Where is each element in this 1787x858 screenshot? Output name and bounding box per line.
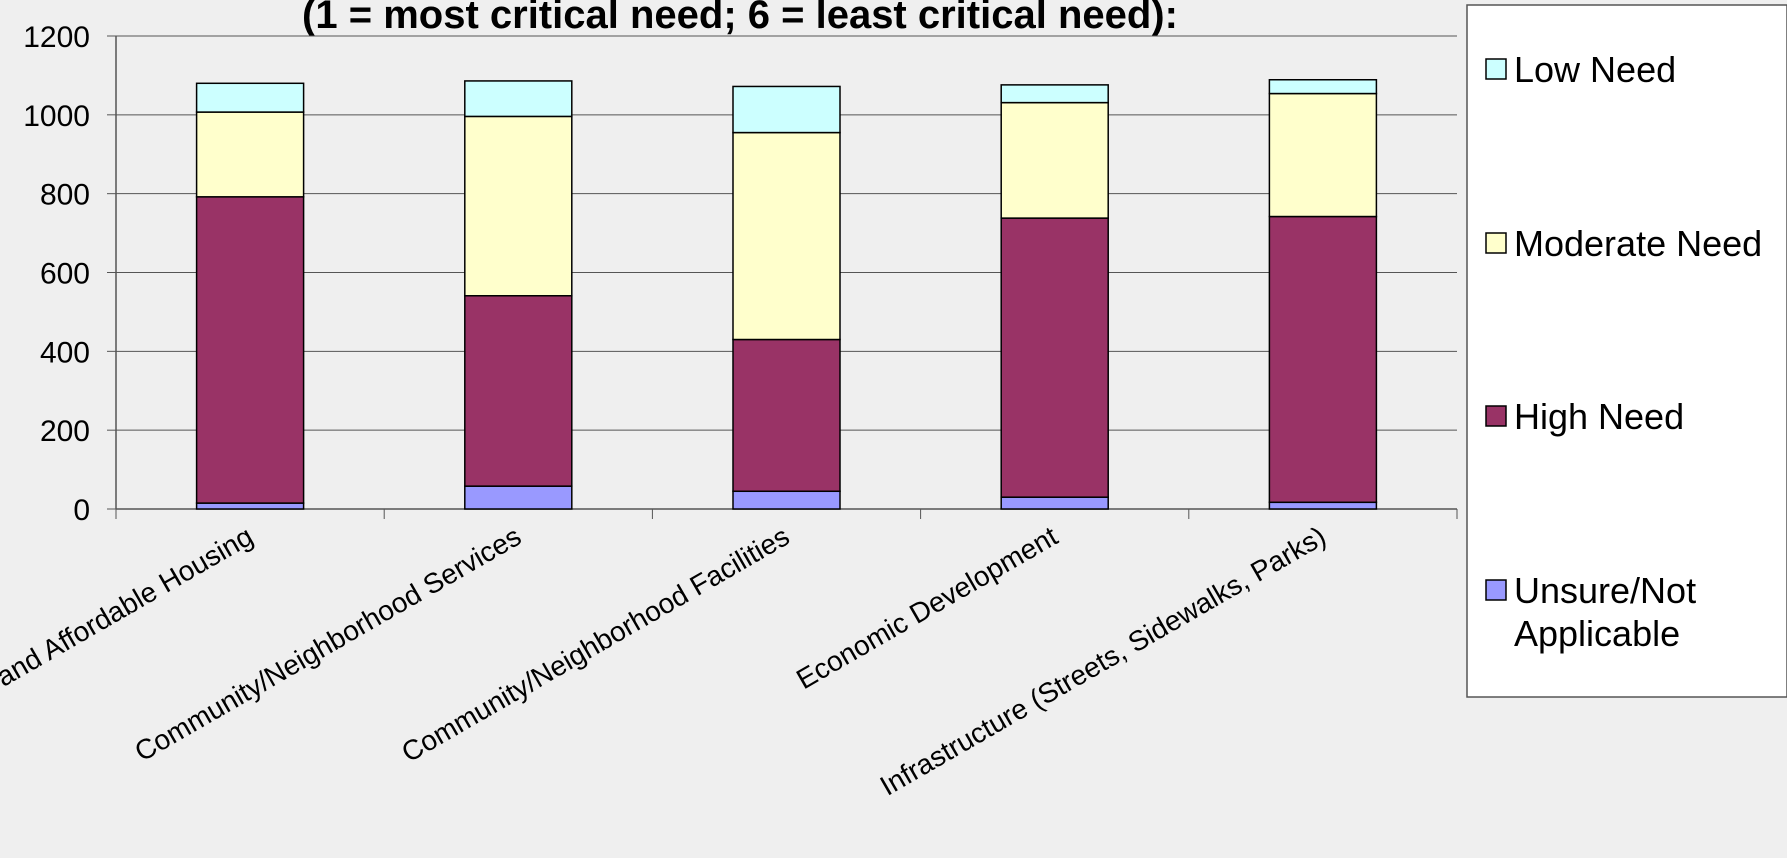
legend: Low Need Moderate Need High Need Unsure/Not…	[1466, 4, 1787, 698]
category-label: Infrastructure (Streets, Sidewalks, Park…	[875, 520, 1331, 801]
legend-label: Moderate Need	[1514, 223, 1762, 264]
y-tick-label: 1000	[23, 100, 90, 133]
category-label: Economic Development	[791, 520, 1063, 695]
bar-segment-1-2	[732, 338, 841, 493]
bar-segment-3-0	[195, 82, 305, 113]
y-tick-label: 1200	[23, 21, 90, 54]
legend-swatch	[1485, 579, 1507, 601]
bar-segment-2-2	[732, 131, 841, 341]
legend-swatch	[1485, 405, 1507, 427]
bar-segment-3-3	[1000, 84, 1109, 104]
legend-swatch	[1485, 232, 1507, 254]
bar-segment-2-4	[1268, 92, 1378, 218]
legend-label: Unsure/Not Applicable	[1514, 570, 1696, 654]
category-label: Owner-Occupied and Affordable Housing	[0, 520, 258, 801]
bar-segment-0-0	[195, 502, 305, 510]
bar-segment-1-4	[1268, 215, 1378, 504]
legend-label: High Need	[1514, 396, 1684, 437]
y-tick-label: 800	[40, 179, 90, 212]
bar-segment-3-2	[732, 85, 841, 134]
bar-segment-0-1	[464, 485, 573, 510]
y-tick-label: 0	[73, 494, 90, 527]
bar-segment-1-3	[1000, 217, 1109, 498]
bar-segment-1-0	[195, 196, 305, 504]
bar-segment-2-3	[1000, 101, 1109, 219]
bar-segment-1-1	[464, 295, 573, 487]
bar-segment-3-1	[464, 80, 573, 118]
bars	[195, 79, 1378, 510]
chart-title: (1 = most critical need; 6 = least criti…	[302, 0, 1178, 37]
bar-segment-0-3	[1000, 496, 1109, 510]
y-tick-label: 400	[40, 336, 90, 369]
bar-segment-3-4	[1268, 79, 1378, 95]
bar-segment-0-4	[1268, 501, 1378, 510]
bar-segment-2-0	[195, 111, 305, 198]
y-tick-label: 200	[40, 415, 90, 448]
bar-segment-2-1	[464, 115, 573, 297]
legend-box	[1466, 4, 1787, 698]
legend-swatch	[1485, 58, 1507, 80]
y-tick-label: 600	[40, 258, 90, 291]
bar-segment-0-2	[732, 490, 841, 510]
legend-label: Low Need	[1514, 49, 1676, 90]
